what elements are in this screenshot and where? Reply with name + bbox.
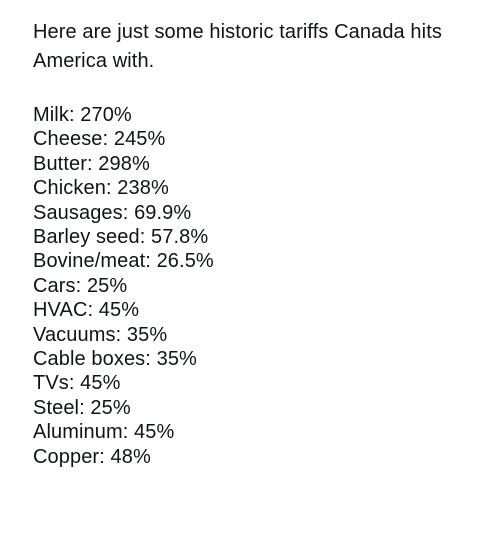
tariff-item-barley-seed: Barley seed: 57.8% [33,226,209,249]
intro-line-1: Here are just some historic tariffs Cana… [33,21,442,43]
tariff-list: Milk: 270% Cheese: 245% Butter: 298% Chi… [33,103,474,469]
tariff-item-chicken: Chicken: 238% [33,177,169,200]
tariff-item-milk: Milk: 270% [33,104,132,126]
tariff-item-tvs: TVs: 45% [33,372,121,395]
tariff-item-butter: Butter: 298% [33,152,150,175]
tariff-item-hvac: HVAC: 45% [33,299,140,322]
tariff-item-vacuums: Vacuums: 35% [33,323,168,346]
tariff-item-cheese: Cheese: 245% [33,128,166,151]
intro-line-2: America with. [33,50,155,72]
tariff-item-aluminum: Aluminum: 45% [33,421,175,444]
post-intro: Here are just some historic tariffs Cana… [33,18,474,76]
paragraph-gap [33,76,474,103]
tariff-item-cars: Cars: 25% [33,274,128,297]
tariff-item-sausages: Sausages: 69.9% [33,201,192,224]
tariff-item-copper: Copper: 48% [33,445,151,468]
tariff-item-bovine-meat: Bovine/meat: 26.5% [33,250,214,273]
tariff-item-steel: Steel: 25% [33,396,131,419]
tariff-item-cable-boxes: Cable boxes: 35% [33,348,197,371]
